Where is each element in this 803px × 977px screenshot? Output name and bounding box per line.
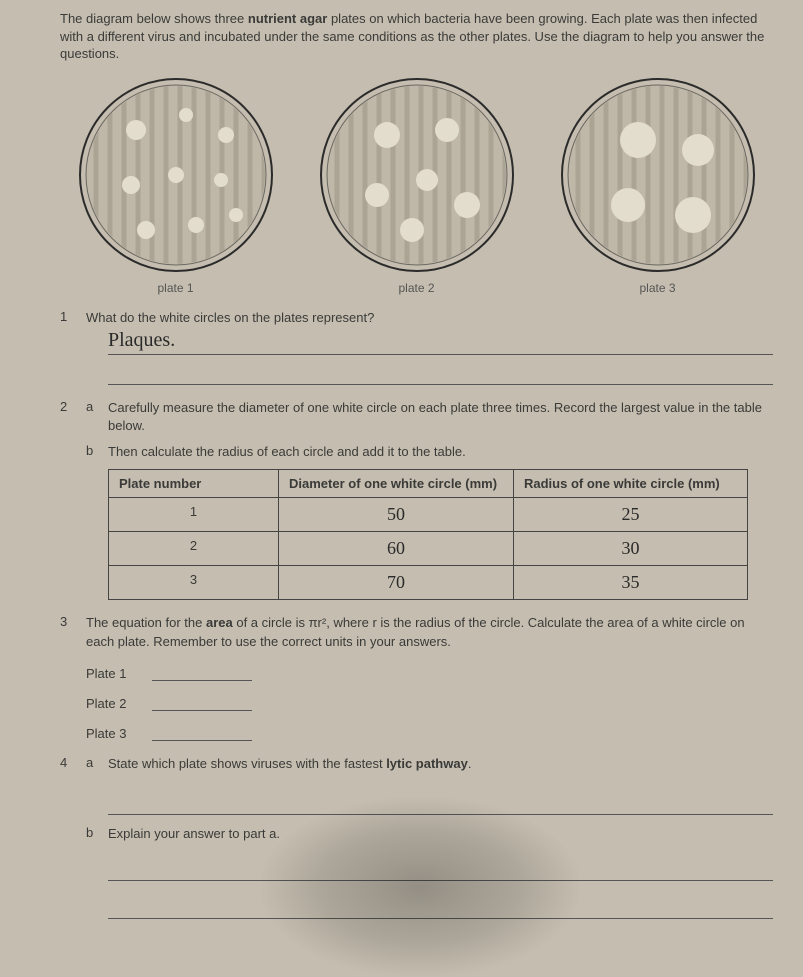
measurements-table: Plate number Diameter of one white circl… <box>108 469 748 600</box>
plate-3-label: plate 3 <box>639 281 675 295</box>
cell-radius: 25 <box>514 498 748 532</box>
q2b-spacer <box>60 443 86 461</box>
q1-num: 1 <box>60 309 86 327</box>
q1-answer: Plaques. <box>108 329 175 352</box>
plate-1-label: plate 1 <box>157 281 193 295</box>
q4a-bold: lytic pathway <box>386 756 468 771</box>
q3-p2-label: Plate 2 <box>86 696 146 711</box>
q3-p2-line <box>152 693 252 711</box>
plate-2-svg <box>317 75 517 275</box>
plate-1-wrap: plate 1 <box>60 75 291 295</box>
q4a-after: . <box>468 756 472 771</box>
q4b-text: Explain your answer to part a. <box>108 825 773 843</box>
table-body: 150252603037035 <box>109 498 748 600</box>
q3-text: The equation for the area of a circle is… <box>86 614 773 650</box>
q3-before: The equation for the <box>86 615 206 630</box>
cell-radius: 35 <box>514 566 748 600</box>
cell-diameter: 60 <box>279 532 514 566</box>
q4a-line <box>108 791 773 815</box>
q3-bold: area <box>206 615 233 630</box>
cell-radius: 30 <box>514 532 748 566</box>
q1-blank-2 <box>108 361 773 385</box>
table-row: 26030 <box>109 532 748 566</box>
intro-before: The diagram below shows three <box>60 11 248 26</box>
cell-plate: 3 <box>109 566 279 600</box>
q3-p1-line <box>152 663 252 681</box>
cell-plate: 2 <box>109 532 279 566</box>
q2a-sub: a <box>86 399 108 435</box>
plate-3-svg <box>558 75 758 275</box>
q4b-sub: b <box>86 825 108 843</box>
cell-diameter: 70 <box>279 566 514 600</box>
q3-plate3: Plate 3 <box>86 723 773 741</box>
th-radius: Radius of one white circle (mm) <box>514 470 748 498</box>
q4-num: 4 <box>60 755 86 773</box>
q4a-before: State which plate shows viruses with the… <box>108 756 386 771</box>
q2a-text: Carefully measure the diameter of one wh… <box>108 399 773 435</box>
plates-row: plate 1 plate 2 plate 3 <box>60 75 773 295</box>
q4b-spacer <box>60 825 86 843</box>
q2b-row: b Then calculate the radius of each circ… <box>60 443 773 461</box>
q3-p1-label: Plate 1 <box>86 666 146 681</box>
table-header-row: Plate number Diameter of one white circl… <box>109 470 748 498</box>
intro-text: The diagram below shows three nutrient a… <box>60 10 773 63</box>
q3-row: 3 The equation for the area of a circle … <box>60 614 773 650</box>
q3-plate2: Plate 2 <box>86 693 773 711</box>
q3-num: 3 <box>60 614 86 650</box>
q3-p3-label: Plate 3 <box>86 726 146 741</box>
q4a-row: 4 a State which plate shows viruses with… <box>60 755 773 773</box>
q2b-text: Then calculate the radius of each circle… <box>108 443 773 461</box>
th-diameter: Diameter of one white circle (mm) <box>279 470 514 498</box>
q4b-line1 <box>108 857 773 881</box>
q3-plate1: Plate 1 <box>86 663 773 681</box>
q2-num: 2 <box>60 399 86 435</box>
table-row: 15025 <box>109 498 748 532</box>
q4b-line2 <box>108 895 773 919</box>
plate-1-svg <box>76 75 276 275</box>
intro-bold: nutrient agar <box>248 11 327 26</box>
cell-plate: 1 <box>109 498 279 532</box>
q1-row: 1 What do the white circles on the plate… <box>60 309 773 327</box>
q4a-text: State which plate shows viruses with the… <box>108 755 773 773</box>
q3-p3-line <box>152 723 252 741</box>
q1-text: What do the white circles on the plates … <box>86 309 773 327</box>
q2a-row: 2 a Carefully measure the diameter of on… <box>60 399 773 435</box>
plate-2-wrap: plate 2 <box>301 75 532 295</box>
plate-2-label: plate 2 <box>398 281 434 295</box>
th-plate: Plate number <box>109 470 279 498</box>
q1-answer-line: Plaques. <box>108 329 773 355</box>
q2b-sub: b <box>86 443 108 461</box>
table-row: 37035 <box>109 566 748 600</box>
q4b-row: b Explain your answer to part a. <box>60 825 773 843</box>
q4a-sub: a <box>86 755 108 773</box>
cell-diameter: 50 <box>279 498 514 532</box>
plate-3-wrap: plate 3 <box>542 75 773 295</box>
